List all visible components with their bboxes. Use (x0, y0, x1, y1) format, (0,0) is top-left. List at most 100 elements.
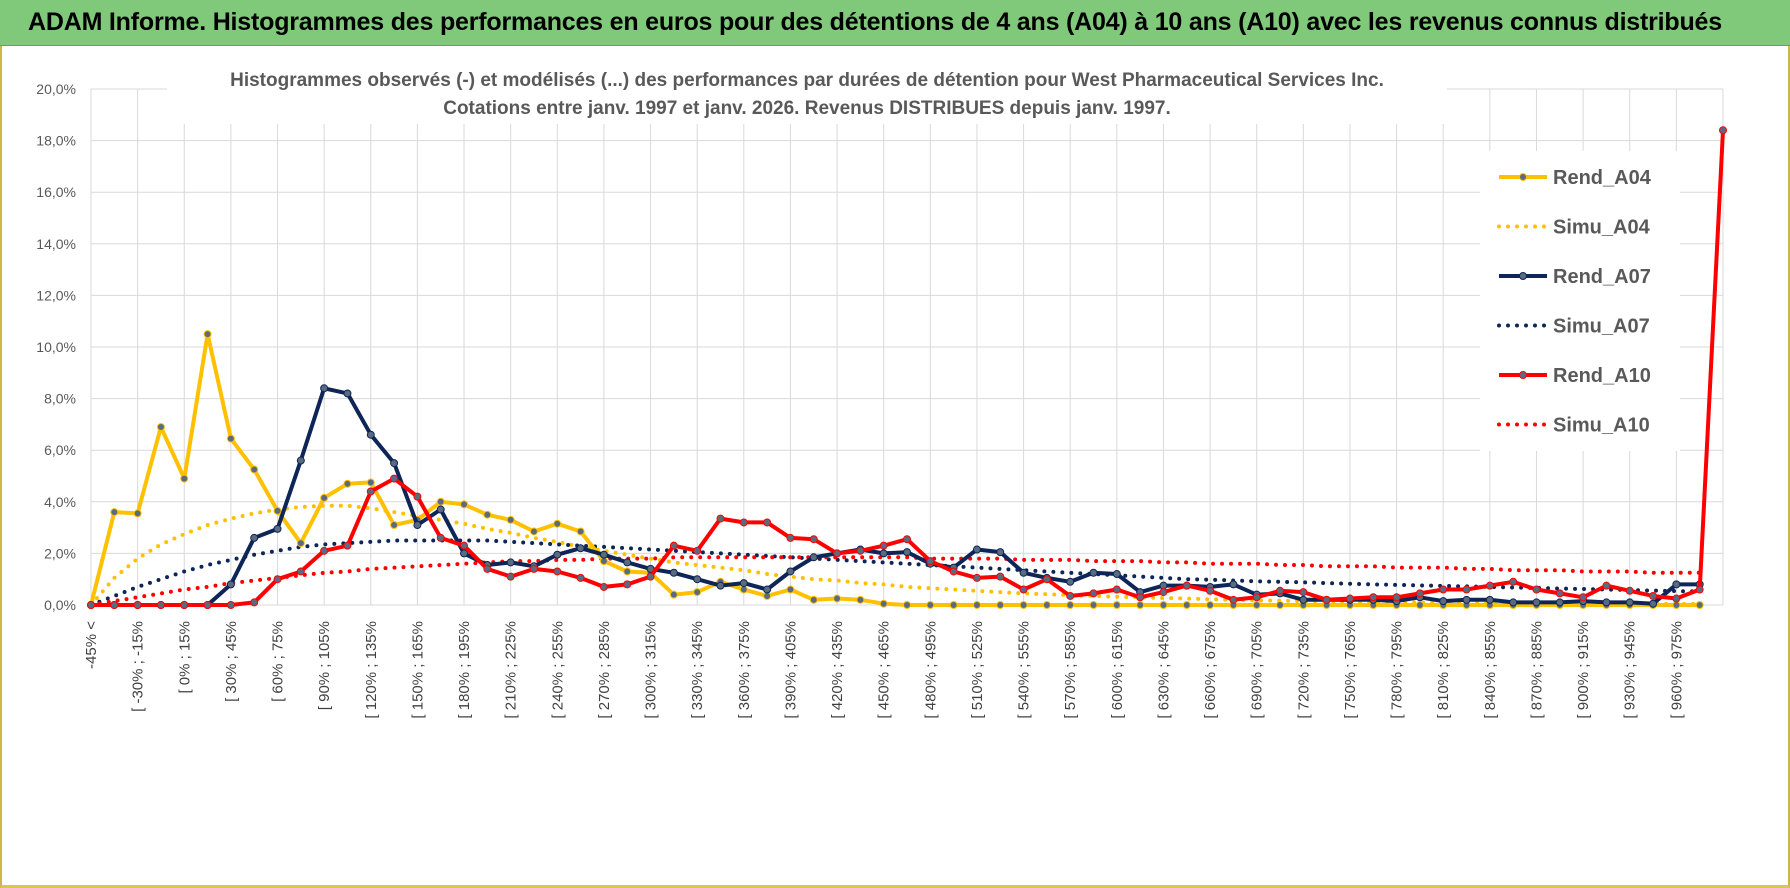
data-point (809, 553, 818, 562)
x-tick-label: [ 750% ; 765% (1342, 621, 1359, 719)
data-point (693, 575, 702, 584)
x-tick-label: [ 120% ; 135% (363, 621, 380, 719)
data-point (739, 579, 748, 588)
data-point (1252, 601, 1261, 609)
y-tick-label: 20,0% (36, 81, 76, 97)
data-point (506, 515, 515, 524)
x-tick-label: [ 480% ; 495% (922, 621, 939, 719)
y-tick-label: 10,0% (36, 339, 76, 355)
data-point (1369, 593, 1378, 602)
data-point (693, 546, 702, 555)
data-point (413, 492, 422, 501)
chart-title: Histogrammes observés (-) et modélisés (… (230, 70, 1384, 91)
legend-background (1480, 151, 1680, 451)
x-tick-label: [ 570% ; 585% (1062, 621, 1079, 719)
series-line (91, 386, 1700, 607)
data-point (786, 567, 795, 576)
data-point (133, 601, 142, 609)
x-tick-label: [ 930% ; 945% (1622, 621, 1639, 719)
data-point (599, 550, 608, 559)
data-point (250, 533, 259, 542)
data-point (809, 595, 818, 604)
legend-label: Simu_A10 (1553, 415, 1650, 437)
data-point (623, 567, 632, 576)
x-tick-label: [ 600% ; 615% (1109, 621, 1126, 719)
data-point (763, 518, 772, 527)
legend-label: Simu_A07 (1553, 316, 1650, 338)
x-tick-label: [ 300% ; 315% (643, 621, 660, 719)
x-tick-label: [ 630% ; 645% (1155, 621, 1172, 719)
x-tick-label: [ 450% ; 465% (876, 621, 893, 719)
data-point (529, 564, 538, 573)
series-rend-a10 (87, 126, 1727, 609)
x-tick-label: [ 900% ; 915% (1575, 621, 1592, 719)
data-point (343, 541, 352, 550)
data-point (996, 548, 1005, 557)
data-point (833, 549, 842, 558)
data-point (1509, 598, 1518, 607)
data-point (460, 549, 469, 558)
series-layer (87, 126, 1727, 609)
series-line (91, 130, 1725, 607)
data-point (693, 588, 702, 597)
data-point (599, 582, 608, 591)
data-point (343, 389, 352, 398)
data-point (576, 544, 585, 553)
data-point (1602, 581, 1611, 590)
data-point (273, 575, 282, 584)
x-tick-label: [ 240% ; 255% (549, 621, 566, 719)
data-point (553, 550, 562, 559)
data-point (413, 521, 422, 530)
data-point (156, 601, 165, 609)
series-line (89, 503, 1702, 607)
x-tick-label: [ 540% ; 555% (1016, 621, 1033, 719)
data-point (926, 557, 935, 566)
data-point (1136, 601, 1145, 609)
data-point (203, 601, 212, 609)
x-tick-label: [ 90% ; 105% (316, 621, 333, 710)
data-point (553, 519, 562, 528)
data-point (1695, 601, 1704, 609)
data-point (1089, 568, 1098, 577)
data-point (366, 487, 375, 496)
data-point (110, 508, 119, 517)
data-point (1066, 591, 1075, 600)
data-point (1345, 594, 1354, 603)
data-point (1112, 585, 1121, 594)
chart-titles: Histogrammes observés (-) et modélisés (… (167, 54, 1447, 124)
data-point (226, 601, 235, 609)
gridlines (90, 88, 1724, 606)
data-point (1299, 588, 1308, 597)
data-point (1136, 593, 1145, 602)
histogram-chart: 0,0% 2,0% 4,0% 6,0% 8,0% 10,0% 12,0% 14,0% 16,0%… (36, 54, 1727, 719)
data-point (273, 506, 282, 515)
data-point (436, 533, 445, 542)
x-tick-label: [ 720% ; 735% (1295, 621, 1312, 719)
data-point (320, 493, 329, 502)
legend-label: Rend_A10 (1553, 365, 1651, 387)
data-point (133, 509, 142, 518)
data-point (1439, 597, 1448, 606)
data-point (273, 524, 282, 533)
data-point (949, 601, 958, 609)
data-point (1719, 126, 1727, 135)
data-point (1485, 595, 1494, 604)
x-axis-ticks: -45% < [ -30% ; -15% [ 0% ; 15% [ 30% ; 45%… (83, 621, 1685, 719)
data-point (1672, 580, 1681, 589)
y-tick-label: 6,0% (44, 442, 76, 458)
data-point (343, 479, 352, 488)
data-point (716, 581, 725, 590)
y-tick-label: 16,0% (36, 184, 76, 200)
x-tick-label: [ 420% ; 435% (829, 621, 846, 719)
data-point (833, 594, 842, 603)
x-tick-label: [ 690% ; 705% (1249, 621, 1266, 719)
series-simu-a04 (89, 503, 1702, 607)
data-point (996, 572, 1005, 581)
legend-label: Simu_A04 (1553, 217, 1651, 239)
y-tick-label: 4,0% (44, 494, 76, 510)
data-point (296, 567, 305, 576)
x-tick-label: [ 330% ; 345% (689, 621, 706, 719)
data-point (1089, 589, 1098, 598)
data-point (1252, 593, 1261, 602)
data-point (856, 546, 865, 555)
